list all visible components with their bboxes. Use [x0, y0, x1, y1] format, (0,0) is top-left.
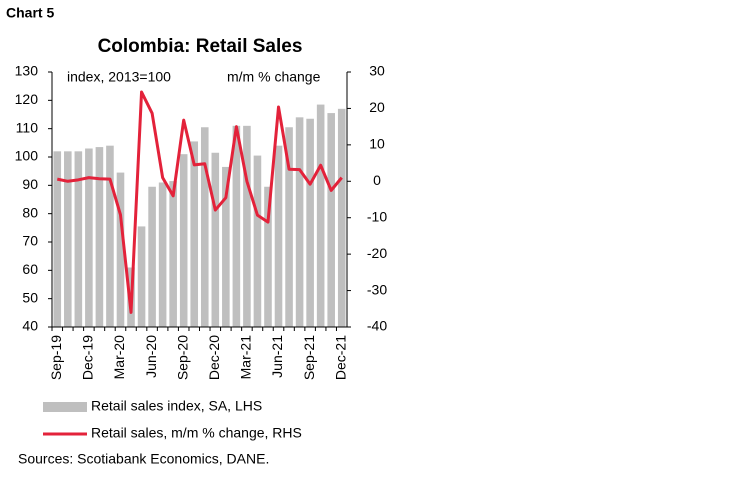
bar — [74, 151, 83, 327]
legend-label: Retail sales, m/m % change, RHS — [91, 425, 302, 441]
bar — [85, 148, 93, 327]
bar — [190, 141, 199, 327]
bar — [295, 117, 304, 327]
y-tick-label: 90 — [22, 176, 38, 192]
bar — [222, 166, 230, 327]
bar — [243, 125, 251, 327]
bar — [232, 125, 241, 327]
y-annotation: index, 2013=100 — [67, 69, 171, 85]
x-tick-label: Dec-19 — [80, 335, 96, 380]
bar — [211, 152, 220, 327]
x-tick-label: Jun-21 — [269, 335, 285, 378]
bar — [116, 172, 125, 327]
y-tick-label: 60 — [22, 261, 38, 277]
bar — [253, 155, 262, 327]
y2-tick-label: -10 — [367, 208, 387, 224]
legend-swatch — [43, 402, 87, 412]
y-tick-label: 110 — [16, 119, 39, 135]
x-tick-label: Sep-21 — [301, 335, 317, 380]
y-tick-label: 100 — [15, 148, 39, 164]
source: Sources: Scotiabank Economics, DANE. — [18, 451, 269, 467]
y2-tick-label: 30 — [369, 63, 385, 79]
bar — [169, 181, 177, 327]
line — [56, 90, 343, 314]
bar — [285, 127, 293, 327]
bar — [64, 151, 72, 327]
bar — [316, 104, 325, 327]
x-tick-label: Mar-21 — [238, 335, 254, 380]
y2-tick-label: -20 — [367, 245, 387, 261]
bar — [106, 145, 114, 327]
bar — [274, 145, 283, 327]
bar — [158, 182, 167, 327]
x-tick-label: Dec-21 — [332, 335, 348, 380]
y2-tick-label: -40 — [367, 318, 387, 334]
bar — [148, 186, 156, 327]
y-tick-label: 50 — [22, 289, 38, 305]
legend-label: Retail sales index, SA, LHS — [91, 398, 262, 414]
bar — [327, 113, 335, 327]
y2-tick-label: 10 — [369, 136, 385, 152]
bar — [53, 151, 62, 327]
chart-label: Chart 5 — [6, 5, 54, 21]
bar — [95, 147, 104, 327]
x-tick-label: Sep-20 — [174, 335, 190, 380]
y-tick-label: 120 — [15, 91, 39, 107]
x-tick-label: Jun-20 — [143, 335, 159, 378]
bar — [306, 118, 314, 327]
y-tick-label: 40 — [22, 318, 38, 334]
bar — [200, 127, 209, 327]
bar — [264, 186, 272, 327]
bar — [137, 226, 146, 327]
y2-annotation: m/m % change — [227, 69, 321, 85]
x-tick-label: Mar-20 — [111, 335, 127, 380]
y2-tick-label: 0 — [373, 172, 381, 188]
x-tick-label: Dec-20 — [206, 335, 222, 380]
y-tick-label: 70 — [22, 233, 38, 249]
y-tick-label: 80 — [22, 204, 38, 220]
y2-tick-label: -30 — [367, 281, 387, 297]
x-tick-label: Sep-19 — [48, 335, 64, 380]
bar — [179, 154, 188, 327]
chart-title: Colombia: Retail Sales — [98, 36, 303, 57]
y2-tick-label: 20 — [369, 99, 385, 115]
bar — [337, 108, 346, 327]
y-tick-label: 130 — [15, 63, 39, 79]
